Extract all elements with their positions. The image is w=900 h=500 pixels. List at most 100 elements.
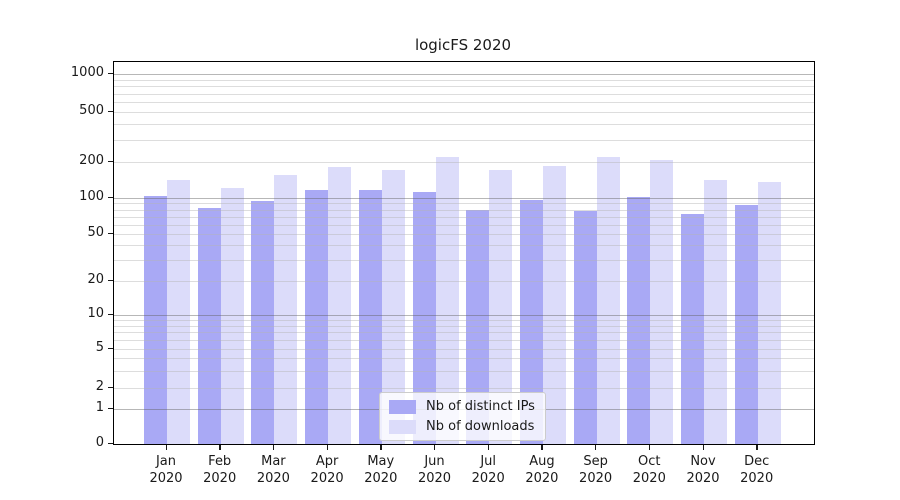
legend: Nb of distinct IPs Nb of downloads [379, 392, 546, 441]
x-tick-label: Jan 2020 [138, 453, 194, 487]
y-axis-tick [108, 279, 113, 281]
y-axis-tick [108, 407, 113, 409]
gridline-minor [114, 388, 814, 389]
gridline-minor [114, 234, 814, 235]
bar-distinct-ips-aug [519, 200, 543, 444]
x-tick-year: 2020 [632, 471, 666, 486]
bar-downloads-dec [757, 182, 781, 444]
x-axis-tick [595, 445, 597, 450]
gridline-major [114, 198, 814, 199]
x-tick-label: Feb 2020 [192, 453, 248, 487]
gridline-minor [114, 281, 814, 282]
gridline-minor [114, 370, 814, 372]
x-axis-tick [648, 445, 651, 450]
gridline-minor [114, 245, 814, 247]
x-axis-tick [219, 445, 221, 450]
y-tick-label: 2 [95, 379, 104, 394]
bar-downloads-apr [328, 166, 352, 444]
y-tick-label: 500 [79, 103, 104, 118]
bar-downloads-may [381, 170, 405, 444]
x-tick-month: Oct [638, 454, 661, 469]
x-tick-month: Apr [315, 454, 339, 469]
x-axis-tick [434, 445, 436, 450]
plot-area: Nb of distinct IPs Nb of downloads [113, 61, 815, 445]
x-axis-tick [272, 445, 275, 450]
legend-label-distinct-ips: Nb of distinct IPs [426, 399, 535, 414]
gridline-minor [114, 332, 814, 334]
legend-swatch-downloads-icon [389, 419, 416, 434]
x-tick-year: 2020 [471, 471, 505, 486]
gridline-minor [114, 358, 814, 360]
y-axis-tick [108, 442, 113, 444]
y-tick-label: 50 [87, 225, 104, 240]
bar-distinct-ips-jan [144, 195, 167, 444]
bar-distinct-ips-feb [197, 208, 221, 444]
bar-distinct-ips-may [358, 189, 382, 444]
x-tick-month: Mar [261, 454, 286, 469]
gridline-minor [114, 162, 814, 163]
x-tick-year: 2020 [525, 471, 559, 486]
gridline-minor [114, 209, 814, 211]
y-axis-tick [108, 313, 113, 315]
x-tick-year: 2020 [686, 471, 720, 486]
bar-downloads-jul [489, 169, 513, 444]
x-tick-month: Aug [529, 454, 555, 469]
legend-label-downloads: Nb of downloads [426, 419, 535, 434]
x-tick-month: Nov [690, 454, 716, 469]
gridline-minor [114, 325, 814, 327]
y-tick-label: 10 [87, 306, 104, 321]
x-tick-label: Sep 2020 [568, 453, 624, 487]
x-tick-year: 2020 [149, 471, 183, 486]
y-axis-tick [108, 196, 113, 198]
y-tick-label: 100 [79, 189, 104, 204]
x-tick-label: Oct 2020 [621, 453, 677, 487]
bar-distinct-ips-jul [466, 210, 490, 444]
y-axis-tick [108, 386, 113, 388]
y-axis-tick [108, 110, 113, 112]
x-tick-year: 2020 [740, 471, 774, 486]
bar-distinct-ips-apr [305, 189, 329, 444]
y-tick-label: 1000 [70, 65, 104, 80]
x-tick-label: Apr 2020 [299, 453, 355, 487]
gridline-minor [114, 203, 814, 205]
gridline-minor [114, 124, 814, 126]
x-tick-year: 2020 [256, 471, 290, 486]
bar-distinct-ips-dec [734, 204, 758, 444]
y-tick-label: 0 [95, 435, 104, 450]
y-tick-label: 20 [87, 272, 104, 287]
y-axis-tick [108, 72, 113, 74]
legend-item-downloads: Nb of downloads [389, 419, 535, 434]
gridline-minor [114, 260, 814, 262]
x-tick-label: Mar 2020 [245, 453, 301, 487]
x-tick-label: Jul 2020 [460, 453, 516, 487]
bar-downloads-oct [650, 160, 674, 444]
x-tick-year: 2020 [579, 471, 613, 486]
bar-distinct-ips-mar [251, 201, 275, 444]
x-axis-tick [487, 445, 490, 450]
x-axis-tick [541, 445, 543, 450]
x-tick-month: Sep [583, 454, 608, 469]
x-tick-label: Nov 2020 [675, 453, 731, 487]
gridline-minor [114, 349, 814, 350]
y-tick-label: 1 [95, 400, 104, 415]
gridline-minor [114, 102, 814, 103]
x-axis-tick [326, 445, 328, 450]
x-tick-month: Feb [208, 454, 232, 469]
gridline-major [114, 315, 814, 316]
x-axis-tick [165, 445, 167, 450]
x-tick-label: May 2020 [353, 453, 409, 487]
bar-distinct-ips-jun [412, 191, 436, 444]
legend-item-distinct-ips: Nb of distinct IPs [389, 399, 535, 414]
x-tick-label: Dec 2020 [729, 453, 785, 487]
gridline-major [114, 74, 814, 75]
y-axis-tick [108, 232, 113, 234]
x-axis-tick [380, 445, 382, 450]
x-tick-month: Jun [424, 454, 445, 469]
x-tick-year: 2020 [364, 471, 398, 486]
gridline-minor [114, 93, 814, 95]
bar-downloads-jan [167, 180, 190, 444]
x-tick-month: May [367, 454, 395, 469]
gridline-minor [114, 112, 814, 113]
bar-downloads-feb [220, 187, 244, 444]
